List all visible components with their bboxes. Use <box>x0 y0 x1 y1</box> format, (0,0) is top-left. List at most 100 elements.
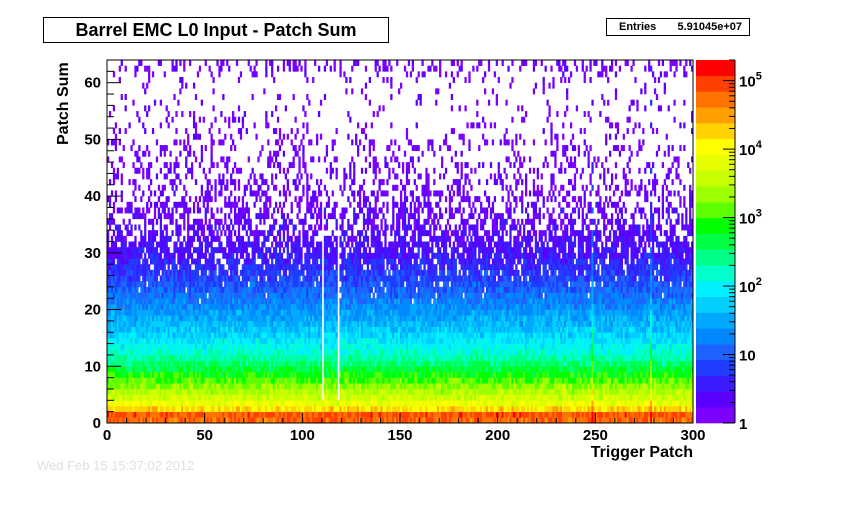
heatmap-cell <box>142 241 145 248</box>
heatmap-cell <box>161 241 164 248</box>
heatmap-cell <box>343 326 346 333</box>
heatmap-cell <box>179 394 182 401</box>
heatmap-cell <box>157 252 161 259</box>
heatmap-cell <box>296 286 299 293</box>
heatmap-cell <box>341 298 344 305</box>
heatmap-cell <box>261 371 264 378</box>
heatmap-cell <box>210 258 213 265</box>
heatmap-cell <box>142 264 145 271</box>
heatmap-cell <box>110 213 114 220</box>
heatmap-cell <box>333 337 336 344</box>
heatmap-cell <box>183 366 186 373</box>
heatmap-cell <box>341 224 344 231</box>
heatmap-cell <box>273 405 276 412</box>
heatmap-cell <box>253 303 256 310</box>
heatmap-cell <box>208 400 211 407</box>
heatmap-cell <box>128 405 131 412</box>
heatmap-cell <box>317 320 321 327</box>
heatmap-cell <box>226 184 229 191</box>
heatmap-cell <box>122 400 125 407</box>
heatmap-cell <box>358 383 362 390</box>
heatmap-cell <box>212 264 215 271</box>
heatmap-cell <box>327 400 330 407</box>
heatmap-cell <box>190 343 194 350</box>
heatmap-cell <box>198 241 202 248</box>
heatmap-cell <box>183 309 186 316</box>
heatmap-cell <box>259 213 262 220</box>
heatmap-cell <box>319 224 323 231</box>
heatmap-cell <box>220 326 223 333</box>
heatmap-cell <box>312 196 315 203</box>
heatmap-cell <box>108 411 112 418</box>
heatmap-cell <box>144 292 147 299</box>
heatmap-cell <box>335 332 338 339</box>
heatmap-cell <box>298 156 301 163</box>
heatmap-cell <box>183 258 186 265</box>
heatmap-cell <box>329 360 332 367</box>
heatmap-cell <box>249 241 252 248</box>
heatmap-cell <box>249 309 252 316</box>
heatmap-cell <box>263 315 266 322</box>
heatmap-cell <box>288 315 291 322</box>
heatmap-cell <box>122 235 125 242</box>
heatmap-cell <box>118 377 121 384</box>
heatmap-cell <box>259 354 262 361</box>
heatmap-cell <box>349 264 352 271</box>
heatmap-cell <box>310 292 313 299</box>
heatmap-cell <box>194 264 198 271</box>
heatmap-cell <box>323 337 327 344</box>
heatmap-cell <box>314 196 317 203</box>
heatmap-cell <box>243 303 246 310</box>
heatmap-cell <box>316 286 319 293</box>
heatmap-cell <box>331 258 334 265</box>
heatmap-cell <box>353 292 356 299</box>
heatmap-cell <box>284 196 288 203</box>
heatmap-cell <box>230 264 233 271</box>
heatmap-cell <box>249 349 252 356</box>
heatmap-cell <box>353 315 356 322</box>
heatmap-cell <box>116 167 120 174</box>
heatmap-cell <box>294 303 297 310</box>
heatmap-cell <box>167 309 170 316</box>
heatmap-cell <box>339 235 342 242</box>
heatmap-cell <box>241 224 245 231</box>
heatmap-cell <box>138 349 141 356</box>
heatmap-cell <box>333 417 336 424</box>
heatmap-cell <box>130 411 133 418</box>
heatmap-cell <box>294 196 297 203</box>
heatmap-cell <box>314 354 317 361</box>
heatmap-cell <box>343 383 346 390</box>
heatmap-cell <box>335 252 338 259</box>
heatmap-cell <box>325 258 329 265</box>
heatmap-cell <box>214 417 217 424</box>
heatmap-cell <box>331 343 334 350</box>
heatmap-cell <box>124 326 127 333</box>
heatmap-cell <box>241 116 245 123</box>
heatmap-cell <box>157 281 161 288</box>
heatmap-cell <box>323 65 327 72</box>
heatmap-cell <box>218 394 221 401</box>
heatmap-cell <box>233 116 237 123</box>
heatmap-cell <box>271 405 274 412</box>
heatmap-cell <box>224 417 227 424</box>
heatmap-cell <box>271 258 274 265</box>
heatmap-cell <box>118 388 121 395</box>
heatmap-cell <box>124 383 127 390</box>
heatmap-cell <box>110 286 114 293</box>
heatmap-cell <box>286 366 289 373</box>
heatmap-cell <box>280 298 284 305</box>
heatmap-cell <box>181 286 184 293</box>
heatmap-cell <box>118 247 121 254</box>
heatmap-cell <box>157 349 161 356</box>
heatmap-cell <box>314 286 317 293</box>
heatmap-cell <box>206 320 209 327</box>
heatmap-cell <box>323 400 327 407</box>
heatmap-cell <box>146 315 149 322</box>
heatmap-cell <box>276 139 280 146</box>
heatmap-cell <box>278 264 282 271</box>
heatmap-cell <box>108 360 112 367</box>
heatmap-cell <box>288 303 291 310</box>
heatmap-cell <box>163 337 166 344</box>
heatmap-cell <box>294 337 297 344</box>
heatmap-cell <box>249 354 252 361</box>
